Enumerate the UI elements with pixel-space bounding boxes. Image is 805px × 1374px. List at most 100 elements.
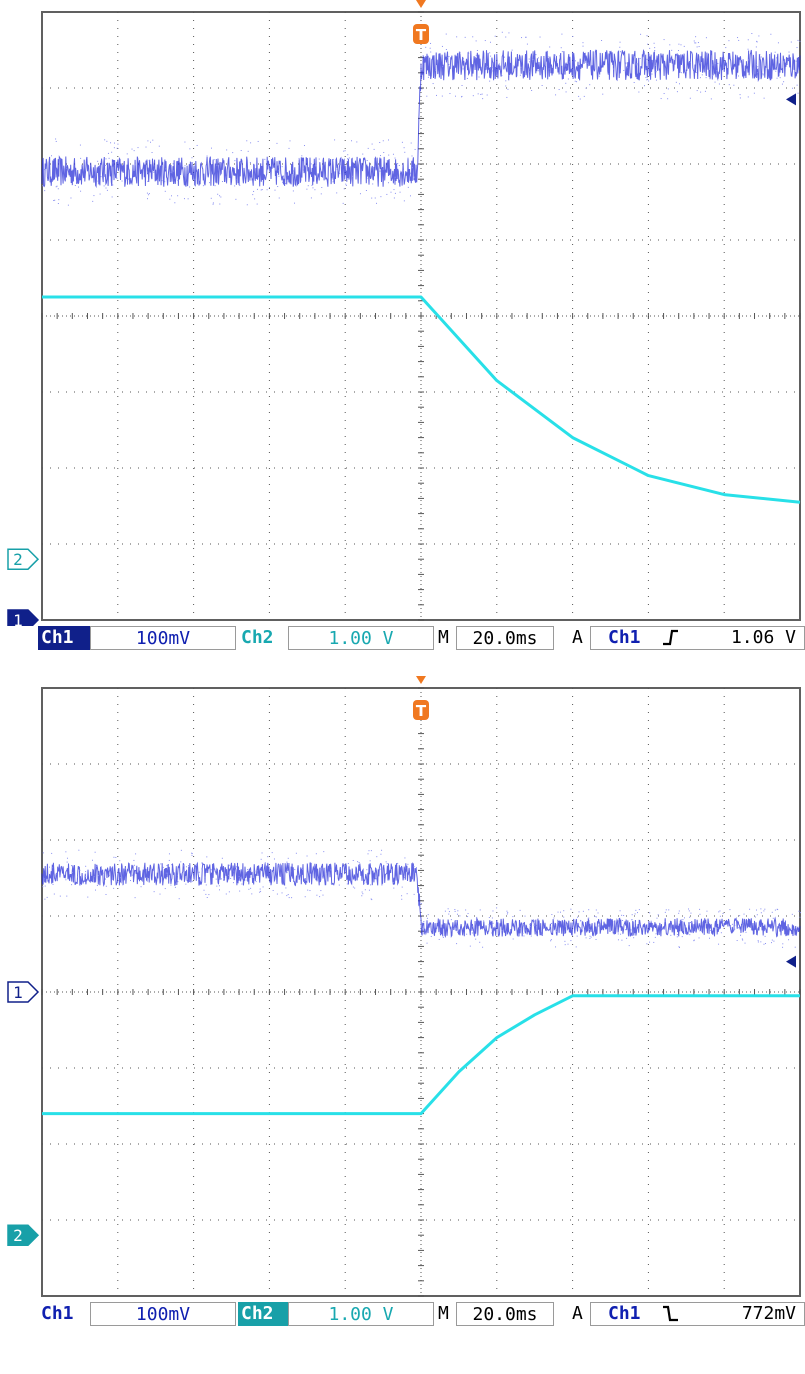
ch1-noise-dot xyxy=(282,176,284,178)
ch2-marker-icon xyxy=(7,1224,40,1246)
ch1-noise-dot xyxy=(459,51,461,53)
ch1-noise-dot xyxy=(738,927,740,929)
ch1-noise-dot xyxy=(701,74,703,76)
ch1-noise-dot xyxy=(760,941,762,943)
ch1-noise-dot xyxy=(691,922,693,924)
ch1-noise-dot xyxy=(54,199,56,201)
ch1-noise-dot xyxy=(189,186,191,188)
ch1-noise-dot xyxy=(201,862,203,864)
ch1-noise-dot xyxy=(112,162,114,164)
ch1-noise-dot xyxy=(654,47,656,49)
ch1-noise-dot xyxy=(403,170,405,172)
ch1-noise-dot xyxy=(456,36,458,38)
ch1-noise-dot xyxy=(401,141,403,143)
ch1-noise-dot xyxy=(365,881,367,883)
ch1-noise-dot xyxy=(196,144,198,146)
ch1-noise-dot xyxy=(528,71,530,73)
ch1-ground-marker: 1 xyxy=(7,609,40,626)
ch1-noise-dot xyxy=(319,896,321,898)
ch1-noise-dot xyxy=(113,147,115,149)
ch1-noise-dot xyxy=(355,878,357,880)
ch1-noise-dot xyxy=(797,39,799,41)
ch2-label[interactable]: Ch2 xyxy=(238,1302,288,1326)
ch1-noise-dot xyxy=(797,92,799,94)
ch1-noise-dot xyxy=(560,911,562,913)
ch1-scale-readout: 100mV xyxy=(90,626,236,650)
ch1-noise-dot xyxy=(235,179,237,181)
ch1-noise-dot xyxy=(43,169,45,171)
ch1-label[interactable]: Ch1 xyxy=(38,626,90,650)
ch1-noise-dot xyxy=(189,148,191,150)
ch1-noise-dot xyxy=(203,889,205,891)
ch1-noise-dot xyxy=(403,200,405,202)
ch1-noise-dot xyxy=(200,880,202,882)
ch1-noise-dot xyxy=(725,47,727,49)
ch1-noise-dot xyxy=(176,867,178,869)
ch1-noise-dot xyxy=(209,182,211,184)
ch1-noise-dot xyxy=(51,155,53,157)
ch1-noise-dot xyxy=(278,166,280,168)
ch1-noise-dot xyxy=(401,886,403,888)
ch1-noise-dot xyxy=(740,934,742,936)
ch1-noise-dot xyxy=(453,928,455,930)
ch1-noise-dot xyxy=(719,910,721,912)
ch1-noise-dot xyxy=(455,920,457,922)
ch2-label[interactable]: Ch2 xyxy=(241,627,274,648)
ch1-noise-dot xyxy=(649,941,651,943)
ch1-noise-dot xyxy=(785,63,787,65)
timebase-prefix: M xyxy=(438,1303,449,1324)
ch1-noise-dot xyxy=(44,885,46,887)
ch1-noise-dot xyxy=(469,945,471,947)
ch1-noise-dot xyxy=(286,895,288,897)
ch1-noise-dot xyxy=(645,77,647,79)
ch1-noise-dot xyxy=(392,153,394,155)
ch1-noise-dot xyxy=(649,912,651,914)
ch1-noise-dot xyxy=(180,849,182,851)
ch1-noise-dot xyxy=(94,851,96,853)
ch1-noise-dot xyxy=(392,882,394,884)
ch1-noise-dot xyxy=(193,869,195,871)
ch1-noise-dot xyxy=(714,63,716,65)
ch1-noise-dot xyxy=(330,869,332,871)
ch1-noise-dot xyxy=(689,73,691,75)
ch1-noise-dot xyxy=(167,872,169,874)
ch1-noise-dot xyxy=(370,850,372,852)
ch1-noise-dot xyxy=(669,58,671,60)
ch1-noise-dot xyxy=(776,57,778,59)
ch1-noise-dot xyxy=(540,933,542,935)
ch1-noise-dot xyxy=(675,81,677,83)
ch1-noise-dot xyxy=(210,197,212,199)
ch1-noise-dot xyxy=(201,880,203,882)
ch1-noise-dot xyxy=(508,74,510,76)
ch1-noise-dot xyxy=(619,910,621,912)
ch1-noise-dot xyxy=(489,41,491,43)
ch1-noise-dot xyxy=(260,189,262,191)
ch1-noise-dot xyxy=(251,893,253,895)
ch1-noise-dot xyxy=(382,140,384,142)
ch1-noise-dot xyxy=(404,876,406,878)
ch1-noise-dot xyxy=(694,42,696,44)
ch1-noise-dot xyxy=(394,157,396,159)
ch1-noise-dot xyxy=(779,77,781,79)
ch1-label[interactable]: Ch1 xyxy=(41,1303,74,1324)
ch1-noise-dot xyxy=(728,40,730,42)
ch1-noise-dot xyxy=(64,877,66,879)
ch1-noise-dot xyxy=(204,876,206,878)
ch1-noise-dot xyxy=(790,41,792,43)
ch1-noise-dot xyxy=(287,894,289,896)
ch1-noise-dot xyxy=(462,58,464,60)
ch1-noise-dot xyxy=(146,159,148,161)
ch1-noise-dot xyxy=(719,915,721,917)
trigger-badge-label: T xyxy=(416,26,427,44)
ch1-noise-dot xyxy=(693,940,695,942)
ch1-noise-dot xyxy=(42,852,44,854)
ch1-noise-dot xyxy=(756,41,758,43)
ch1-noise-dot xyxy=(738,39,740,41)
ch1-noise-dot xyxy=(397,163,399,165)
ch1-noise-dot xyxy=(380,853,382,855)
ch1-noise-dot xyxy=(113,871,115,873)
ch1-noise-dot xyxy=(695,72,697,74)
ch1-noise-dot xyxy=(267,856,269,858)
ch1-noise-dot xyxy=(210,147,212,149)
ch1-noise-dot xyxy=(365,189,367,191)
